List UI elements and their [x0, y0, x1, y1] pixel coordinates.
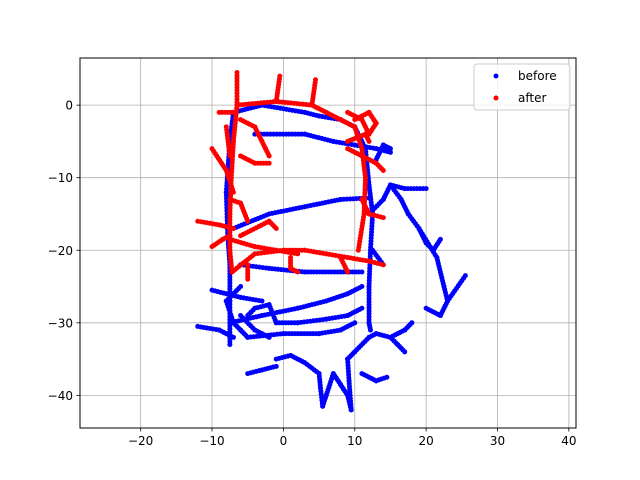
after-point [277, 73, 283, 79]
before-point [384, 374, 390, 380]
series-after [195, 70, 386, 282]
after-point [245, 218, 251, 224]
after-point [227, 233, 233, 239]
x-tick-label: 10 [347, 434, 362, 448]
before-point [366, 195, 372, 201]
after-point [230, 189, 236, 195]
before-point [367, 327, 373, 333]
after-point [366, 138, 372, 144]
data-points [195, 70, 468, 413]
x-tick-label: −10 [199, 434, 224, 448]
series-before [195, 102, 468, 413]
grid-lines [80, 58, 576, 428]
after-point [230, 225, 236, 231]
plot-frame [79, 57, 577, 429]
after-point [355, 247, 361, 253]
after-point [295, 251, 301, 257]
before-point [423, 305, 429, 311]
x-tick-label: 20 [418, 434, 433, 448]
legend: before after [473, 63, 571, 111]
legend-marker-before [493, 73, 499, 79]
before-point [387, 146, 393, 152]
after-point [266, 160, 272, 166]
legend-label-before: before [518, 69, 557, 83]
after-point [266, 153, 272, 159]
legend-marker-after [493, 95, 499, 101]
before-point [359, 284, 365, 290]
before-point [259, 298, 265, 304]
after-point [345, 269, 351, 275]
after-point [245, 276, 251, 282]
before-point [359, 305, 365, 311]
y-tick-label: −40 [48, 389, 73, 403]
before-point [462, 273, 468, 279]
after-point [234, 70, 240, 76]
before-point [359, 269, 365, 275]
before-point [402, 349, 408, 355]
y-tick-label: 0 [65, 99, 73, 113]
before-point [423, 186, 429, 192]
after-point [380, 215, 386, 221]
after-point [230, 109, 236, 115]
before-point [266, 334, 272, 340]
legend-label-after: after [518, 91, 546, 105]
axis-ticks: −20 −10 0 10 20 30 40 −40 −30 −20 −10 0 [48, 99, 577, 448]
x-tick-label: 0 [280, 434, 288, 448]
after-point [227, 153, 233, 159]
after-point [380, 167, 386, 173]
before-point [437, 236, 443, 242]
before-point [230, 334, 236, 340]
y-tick-label: −10 [48, 171, 73, 185]
after-point [273, 225, 279, 231]
before-point [387, 149, 393, 155]
before-point [227, 342, 233, 348]
before-point [245, 371, 251, 377]
y-tick-label: −20 [48, 244, 73, 258]
after-point [380, 262, 386, 268]
after-point [295, 269, 301, 275]
y-tick-label: −30 [48, 316, 73, 330]
after-point [313, 77, 319, 83]
x-tick-label: −20 [128, 434, 153, 448]
x-tick-label: 30 [490, 434, 505, 448]
x-tick-label: 40 [561, 434, 576, 448]
before-point [409, 320, 415, 326]
before-point [352, 320, 358, 326]
